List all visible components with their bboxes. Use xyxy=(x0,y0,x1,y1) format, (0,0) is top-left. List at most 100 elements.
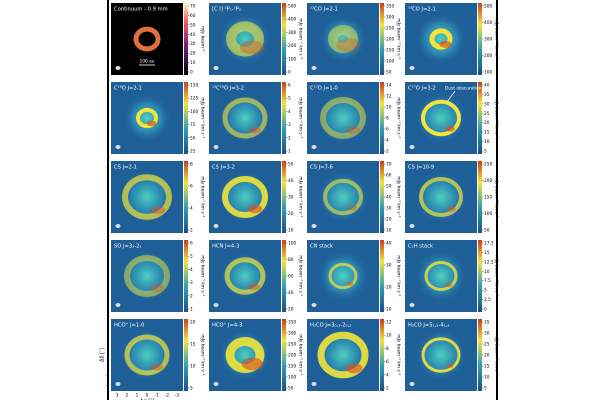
panel-label: H₂CO J=5₁,₅-4₁,₄ xyxy=(408,323,449,329)
colorbar xyxy=(282,319,286,391)
colorbar-tick-label: 30 xyxy=(288,195,294,201)
panel-label: HCN J=4-3 xyxy=(212,244,239,250)
colorbar-tick-label: 15 xyxy=(484,364,490,370)
colorbar-tick-label: 100 xyxy=(288,56,296,62)
margin xyxy=(0,0,108,400)
y-axis-label: Δδ [″] xyxy=(100,348,106,362)
y-tick-label: -3 xyxy=(105,383,110,389)
emission-ring xyxy=(224,257,266,295)
colorbar-tick-label: 50 xyxy=(386,70,392,76)
panel-label: HCO⁺ J=1-0 xyxy=(114,323,144,329)
colorbar-tick-label: 70 xyxy=(190,4,196,10)
panel-label: CS J=10-9 xyxy=(408,165,434,171)
colorbar-tick-label: 10 xyxy=(484,375,490,381)
colorbar-tick-label: 35 xyxy=(484,320,490,326)
emission-ring xyxy=(424,261,458,291)
x-axis-label: Δα [″] xyxy=(140,399,154,400)
colorbar-tick-label: 200 xyxy=(288,353,296,359)
emission-peak xyxy=(249,126,261,134)
y-tick-label: 3 xyxy=(107,323,110,329)
colorbar-label: mJy beam⁻¹ km s⁻¹ xyxy=(494,18,500,59)
colorbar-tick-label: 14 xyxy=(386,83,392,89)
colorbar-tick-label: 40 xyxy=(190,32,196,38)
colorbar-tick-label: 10 xyxy=(484,139,490,145)
y-tick-label: -1 xyxy=(105,363,110,369)
x-tick-label: 0 xyxy=(146,393,149,399)
emission-peak xyxy=(439,40,452,48)
emission-peak xyxy=(247,204,263,214)
colorbar-tick-label: 25 xyxy=(484,111,490,117)
emission-peak xyxy=(345,363,363,374)
colorbar-tick-label: 2 xyxy=(288,135,291,141)
emission-ring xyxy=(320,97,366,139)
colorbar xyxy=(380,3,384,75)
image xyxy=(111,3,183,75)
colorbar-tick-label: 4 xyxy=(190,267,193,273)
beam xyxy=(311,145,317,149)
colorbar-tick-label: 20 xyxy=(190,320,196,326)
colorbar-tick-label: 8 xyxy=(386,346,389,352)
colorbar-tick-label: 10 xyxy=(386,105,392,111)
emission-glow xyxy=(219,13,271,65)
x-tick-label: 1 xyxy=(136,393,139,399)
beam xyxy=(115,66,121,70)
colorbar-tick-label: 50 xyxy=(190,22,196,28)
panel-label: SO J=3₂-2₁ xyxy=(114,244,142,250)
y-tick-label: 2 xyxy=(107,333,110,339)
beam xyxy=(409,145,415,149)
colorbar-tick-label: 60 xyxy=(386,173,392,179)
beam xyxy=(311,382,317,386)
emission-peak xyxy=(151,363,163,371)
colorbar-tick-label: 40 xyxy=(288,178,294,184)
colorbar-tick-label: 300 xyxy=(484,37,492,43)
emission-peak xyxy=(241,357,264,371)
colorbar-tick-label: 1 xyxy=(190,307,193,313)
beam xyxy=(115,145,121,149)
colorbar-tick-label: 5 xyxy=(190,254,193,260)
colorbar-tick-label: 10 xyxy=(190,364,196,370)
emission-peak xyxy=(445,126,455,132)
colorbar-tick-label: 10 xyxy=(386,333,392,339)
colorbar-tick-label: 4 xyxy=(386,372,389,378)
colorbar-tick-label: 6 xyxy=(288,83,291,89)
emission-glow xyxy=(319,15,367,63)
colorbar xyxy=(184,240,188,312)
colorbar-tick-label: 20 xyxy=(386,217,392,223)
beam xyxy=(213,303,219,307)
beam xyxy=(409,382,415,386)
colorbar-tick-label: 300 xyxy=(386,15,394,21)
emission-ring xyxy=(328,262,358,290)
beam xyxy=(311,66,317,70)
panel-label: C₂H stack xyxy=(408,244,433,250)
colorbar-tick-label: 60 xyxy=(288,274,294,280)
emission-glow xyxy=(415,13,467,65)
colorbar-tick-label: 15 xyxy=(190,342,196,348)
panel-label: CN stack xyxy=(310,244,333,250)
colorbar-tick-label: 5 xyxy=(190,386,193,392)
x-tick-label: -1 xyxy=(155,393,160,399)
colorbar-tick-label: 10 xyxy=(386,228,392,234)
colorbar-tick-label: 50 xyxy=(386,184,392,190)
colorbar-tick-label: 500 xyxy=(484,4,492,10)
colorbar-tick-label: 20 xyxy=(288,211,294,217)
y-tick-label: 1 xyxy=(107,343,110,349)
colorbar-tick-label: 20 xyxy=(484,353,490,359)
emission-ring xyxy=(136,107,158,129)
colorbar-label: mJy beam⁻¹ xyxy=(200,26,206,52)
emission-ring xyxy=(124,255,170,297)
colorbar-label: mJy beam⁻¹ km s⁻¹ xyxy=(298,97,304,138)
panel-label: C¹⁷O J=3-2 xyxy=(408,86,436,92)
colorbar-label: mJy beam⁻¹ km s⁻¹ xyxy=(494,97,500,138)
colorbar-tick-label: 12.5 xyxy=(484,259,494,265)
annotation-arrow xyxy=(446,90,456,103)
colorbar-tick-label: 40 xyxy=(386,195,392,201)
colorbar-tick-label: 20 xyxy=(288,307,294,313)
colorbar-tick-label: 100 xyxy=(288,241,296,247)
x-tick-label: -3 xyxy=(175,393,180,399)
colorbar-label: mJy beam⁻¹ km s⁻¹ xyxy=(396,334,402,375)
emission-peak xyxy=(345,281,354,286)
beam xyxy=(115,382,121,386)
scale-bar-label: 100 au xyxy=(140,59,155,65)
colorbar-tick-label: 4 xyxy=(288,109,291,115)
colorbar-tick-label: 7.5 xyxy=(484,278,491,284)
